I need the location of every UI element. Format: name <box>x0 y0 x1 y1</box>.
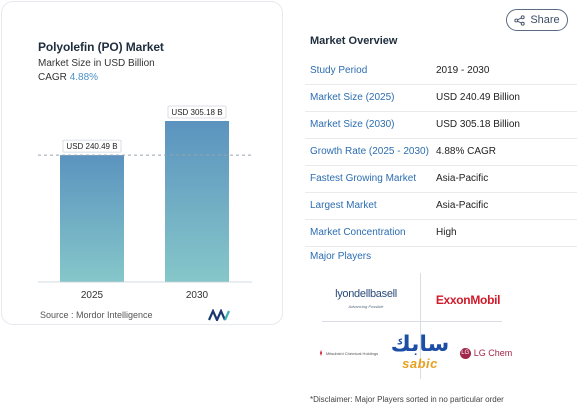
overview-value: 2019 - 2030 <box>436 65 490 76</box>
data-label-box <box>167 105 227 119</box>
player-exxonmobil: ExxonMobil <box>422 281 514 319</box>
share-button[interactable]: Share <box>506 9 568 31</box>
data-label: USD 240.49 B <box>66 142 117 151</box>
player-sabic: سابك sabic <box>382 325 458 379</box>
sabic-arabic-logo: سابك <box>390 331 450 357</box>
major-players-grid: lyondellbasell Advancing Possible ExxonM… <box>312 273 512 379</box>
disclaimer: *Disclaimer: Major Players sorted in no … <box>310 395 504 404</box>
market-chart-card: USD 240.49 B 2025 USD 305.18 B 2030 Polyole… <box>1 1 283 325</box>
overview-key[interactable]: Study Period <box>310 65 368 76</box>
bar-2030 <box>165 121 229 282</box>
cagr-label: CAGR <box>38 72 67 83</box>
exxonmobil-logo: ExxonMobil <box>435 293 501 307</box>
overview-title: Market Overview <box>310 35 398 47</box>
overview-key[interactable]: Market Size (2030) <box>310 119 395 130</box>
share-icon <box>514 14 525 26</box>
category-label: 2030 <box>186 290 209 301</box>
lg-logo-icon: LG <box>459 347 471 359</box>
cagr-value: 4.88% <box>69 72 99 83</box>
player-lgchem: LG LG Chem <box>456 339 516 367</box>
overview-key[interactable]: Largest Market <box>310 200 377 211</box>
overview-value: USD 240.49 Billion <box>436 92 520 103</box>
overview-table: Study Period 2019 - 2030 Market Size (20… <box>305 58 577 247</box>
lgchem-logo: LG Chem <box>473 348 513 358</box>
lyondellbasell-logo: lyondellbasell <box>335 287 397 300</box>
overview-row: Market Concentration High <box>305 220 577 247</box>
sabic-logo: sabic <box>402 355 438 371</box>
mordor-logo-icon <box>208 309 230 321</box>
data-label: USD 305.18 B <box>171 108 222 117</box>
overview-key[interactable]: Fastest Growing Market <box>310 173 417 184</box>
overview-value: USD 305.18 Billion <box>436 119 520 130</box>
bar-chart: USD 240.49 B 2025 USD 305.18 B 2030 <box>38 105 252 301</box>
data-label-box <box>62 139 122 153</box>
overview-row: Study Period 2019 - 2030 <box>305 58 577 85</box>
mitsubishi-diamond-icon <box>319 350 322 356</box>
overview-key[interactable]: Growth Rate (2025 - 2030) <box>310 146 429 157</box>
overview-value: Asia-Pacific <box>436 173 489 184</box>
mitsubishi-logo: Mitsubishi Chemical Holdings <box>325 350 379 356</box>
overview-row: Growth Rate (2025 - 2030) 4.88% CAGR <box>305 139 577 166</box>
player-mitsubishi: Mitsubishi Chemical Holdings <box>312 339 384 367</box>
chart-source: Source : Mordor Intelligence <box>40 310 153 320</box>
bar-2025 <box>60 155 124 282</box>
major-players-label[interactable]: Major Players <box>310 251 372 262</box>
chart-title: Polyolefin (PO) Market <box>38 40 164 54</box>
overview-row: Market Size (2025) USD 240.49 Billion <box>305 85 577 112</box>
overview-key[interactable]: Market Concentration <box>310 227 406 238</box>
overview-value: Asia-Pacific <box>436 200 489 211</box>
player-lyondellbasell: lyondellbasell Advancing Possible <box>312 281 420 319</box>
grid-divider <box>420 273 421 379</box>
overview-value: 4.88% CAGR <box>436 146 497 157</box>
overview-row: Market Size (2030) USD 305.18 Billion <box>305 112 577 139</box>
grid-divider <box>322 321 502 322</box>
overview-value: High <box>436 227 457 238</box>
chart-cagr: CAGR 4.88% <box>38 72 98 83</box>
overview-key[interactable]: Market Size (2025) <box>310 92 395 103</box>
category-label: 2025 <box>81 290 104 301</box>
lyondellbasell-tagline: Advancing Possible <box>348 303 384 309</box>
chart-subtitle: Market Size in USD Billion <box>38 58 155 69</box>
overview-row: Fastest Growing Market Asia-Pacific <box>305 166 577 193</box>
share-label: Share <box>530 14 560 26</box>
overview-row: Largest Market Asia-Pacific <box>305 193 577 220</box>
